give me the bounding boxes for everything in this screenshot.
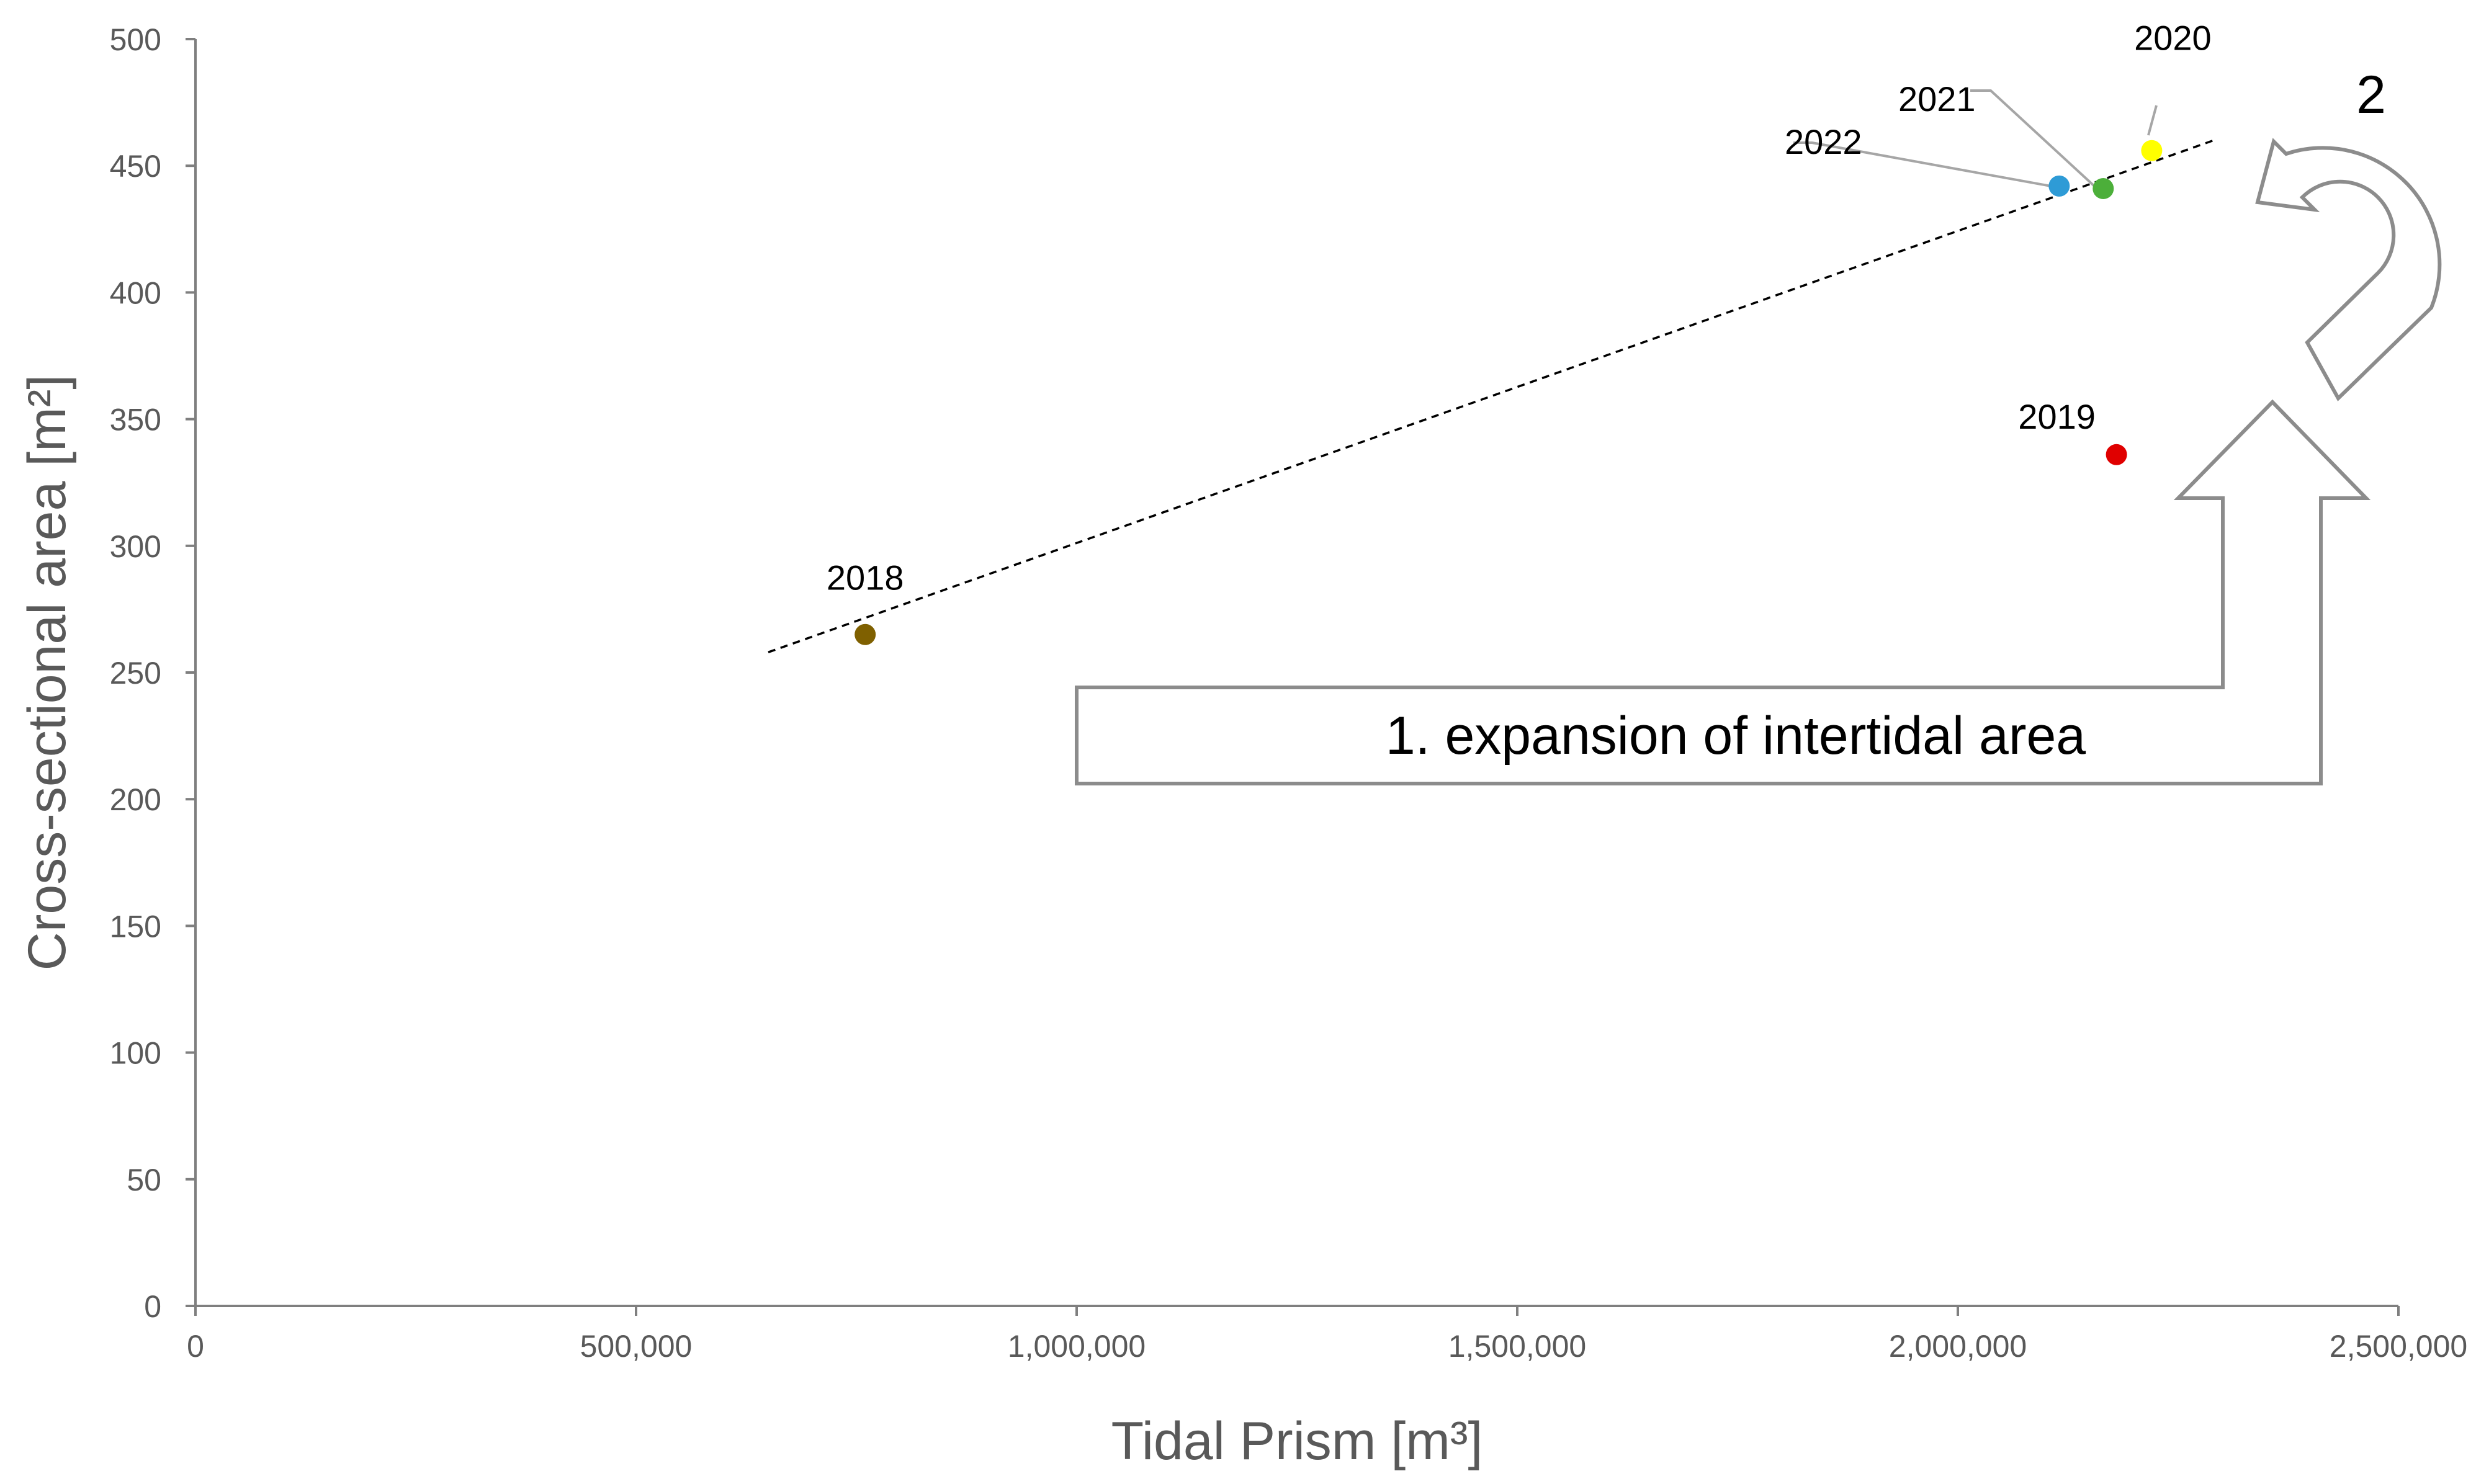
y-axis-ticks: 0 50 100 150 200 250 300 350 400 450 500 bbox=[110, 22, 195, 1324]
step-two-label: 2 bbox=[2356, 65, 2386, 125]
data-label-2019: 2019 bbox=[2018, 397, 2096, 436]
y-tick-label: 50 bbox=[127, 1163, 161, 1197]
uturn-arrow-annotation: 2 bbox=[2255, 65, 2442, 401]
expansion-arrow-annotation: 1. expansion of intertidal area bbox=[1075, 399, 2371, 785]
x-axis-title: Tidal Prism [m³] bbox=[1111, 1411, 1483, 1471]
y-tick-label: 150 bbox=[110, 909, 161, 944]
uturn-arrow-shape bbox=[2255, 138, 2442, 401]
leader-line-2021 bbox=[1970, 89, 2096, 187]
x-tick-label: 500,000 bbox=[580, 1329, 693, 1364]
bent-up-arrow-shape bbox=[1075, 399, 2371, 785]
data-point-2021 bbox=[2092, 177, 2114, 199]
y-tick-label: 450 bbox=[110, 149, 161, 184]
data-point-2019 bbox=[2106, 444, 2127, 465]
leader-line-2020 bbox=[2147, 105, 2158, 136]
data-point-2018 bbox=[854, 624, 876, 645]
y-tick-label: 300 bbox=[110, 529, 161, 564]
data-label-2018: 2018 bbox=[827, 558, 904, 597]
y-tick-label: 0 bbox=[144, 1289, 161, 1324]
y-axis-title: Cross-sectional area [m²] bbox=[17, 375, 77, 971]
data-label-2020: 2020 bbox=[2134, 19, 2212, 58]
y-tick-label: 100 bbox=[110, 1036, 161, 1071]
leader-line-2022 bbox=[1793, 141, 2052, 187]
y-tick-label: 400 bbox=[110, 275, 161, 310]
expansion-label: 1. expansion of intertidal area bbox=[1386, 706, 2086, 766]
label-leader-lines bbox=[1793, 89, 2158, 187]
data-labels: 2018 2019 2020 2021 2022 bbox=[827, 19, 2212, 597]
x-tick-label: 2,500,000 bbox=[2330, 1329, 2467, 1364]
x-tick-label: 2,000,000 bbox=[1889, 1329, 2027, 1364]
y-tick-label: 250 bbox=[110, 656, 161, 691]
y-tick-label: 200 bbox=[110, 782, 161, 817]
x-tick-label: 1,000,000 bbox=[1008, 1329, 1146, 1364]
axes bbox=[194, 39, 2398, 1307]
x-axis-ticks: 0 500,000 1,000,000 1,500,000 2,000,000 2,500… bbox=[187, 1306, 2467, 1364]
x-tick-label: 1,500,000 bbox=[1448, 1329, 1586, 1364]
y-tick-label: 350 bbox=[110, 403, 161, 437]
trend-line bbox=[768, 139, 2214, 653]
data-point-2022 bbox=[2048, 175, 2070, 197]
y-tick-label: 500 bbox=[110, 22, 161, 57]
data-point-2020 bbox=[2141, 140, 2163, 161]
data-points bbox=[854, 140, 2163, 645]
data-label-2021: 2021 bbox=[1898, 79, 1976, 118]
x-tick-label: 0 bbox=[187, 1329, 204, 1364]
data-label-2022: 2022 bbox=[1785, 122, 1862, 161]
